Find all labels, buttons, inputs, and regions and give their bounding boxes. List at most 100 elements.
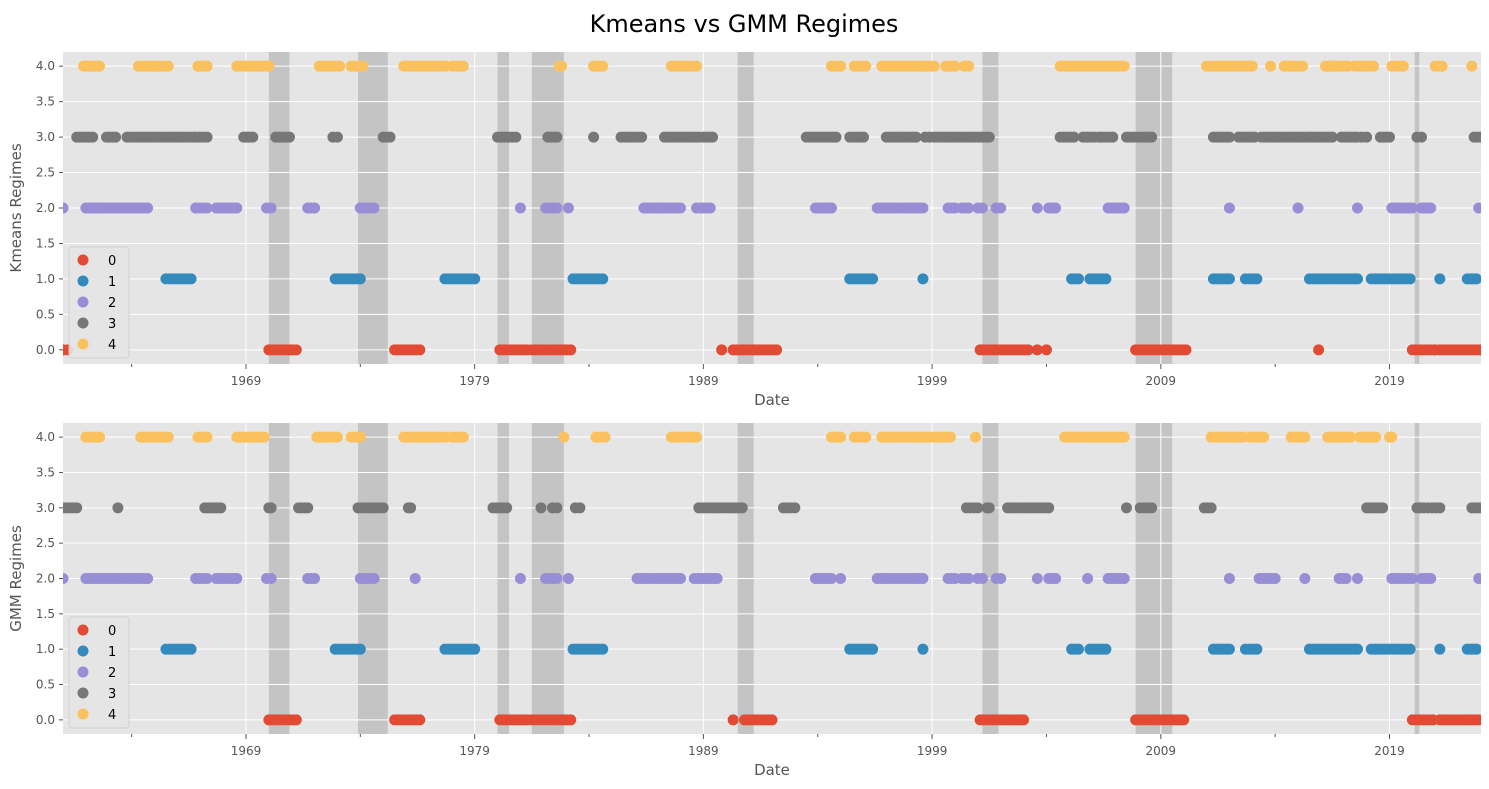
kmeans-legend-marker [77, 317, 89, 329]
gmm-point-class-3 [535, 502, 547, 514]
kmeans-x-tick-label: 1989 [688, 374, 719, 388]
kmeans-point-class-1 [354, 273, 366, 285]
gmm-x-tick-label: 1979 [459, 744, 490, 758]
kmeans-point-class-0 [716, 344, 728, 356]
kmeans-point-class-4 [597, 60, 609, 72]
kmeans-point-class-2 [201, 202, 213, 214]
gmm-point-class-2 [711, 573, 723, 584]
kmeans-point-class-4 [1118, 60, 1130, 72]
gmm-legend-label: 0 [108, 624, 116, 639]
kmeans-point-class-2 [514, 202, 526, 214]
gmm-point-class-4 [258, 431, 270, 443]
gmm-point-class-4 [354, 431, 366, 443]
gmm-legend: 0 1 2 3 4 [68, 616, 130, 729]
kmeans-point-class-1 [1072, 273, 1084, 285]
gmm-y-tick-label: 3.5 [36, 465, 55, 479]
kmeans-point-class-2 [704, 202, 716, 214]
gmm-y-tick-label: 2.5 [36, 536, 55, 550]
gmm-point-class-2 [1050, 573, 1062, 584]
kmeans-point-class-4 [963, 60, 975, 72]
kmeans-point-class-4 [357, 60, 369, 72]
kmeans-plot-content [63, 52, 1481, 364]
gmm-point-class-2 [1340, 573, 1352, 584]
gmm-point-class-3 [302, 502, 314, 514]
gmm-legend-label: 3 [108, 687, 116, 702]
kmeans-point-class-1 [1351, 273, 1363, 285]
gmm-point-class-2 [551, 573, 563, 584]
gmm-point-class-1 [867, 643, 879, 655]
gmm-point-class-4 [1118, 431, 1130, 443]
gmm-x-axis-label: Date [754, 761, 790, 779]
gmm-point-class-2 [1082, 573, 1094, 584]
gmm-point-class-4 [944, 431, 956, 443]
gmm-point-class-2 [368, 573, 380, 584]
gmm-point-class-0 [414, 714, 426, 726]
gmm-point-class-2 [562, 573, 574, 584]
kmeans-point-class-2 [309, 202, 321, 214]
kmeans-point-class-4 [1397, 60, 1409, 72]
kmeans-point-class-4 [263, 60, 275, 72]
gmm-point-class-0 [766, 714, 778, 726]
kmeans-point-class-2 [1050, 202, 1062, 214]
kmeans-point-class-0 [1031, 344, 1043, 356]
kmeans-point-class-3 [707, 131, 719, 143]
gmm-point-class-4 [1258, 431, 1270, 443]
kmeans-point-class-0 [1180, 344, 1192, 356]
kmeans-point-class-1 [867, 273, 879, 285]
gmm-y-axis-label: GMM Regimes [7, 525, 25, 632]
gmm-y-tick-label: 1.5 [36, 607, 55, 621]
gmm-point-class-0 [1473, 714, 1481, 726]
kmeans-y-tick-label: 3.5 [36, 95, 55, 109]
gmm-x-tick-label: 1999 [917, 744, 948, 758]
kmeans-legend-label: 1 [108, 275, 116, 290]
gmm-point-class-1 [354, 643, 366, 655]
gmm-point-class-4 [201, 431, 213, 443]
kmeans-y-tick-label: 0.5 [36, 307, 55, 321]
kmeans-point-class-1 [185, 273, 197, 285]
gmm-point-class-4 [970, 431, 982, 443]
gmm-point-class-1 [1100, 643, 1112, 655]
gmm-point-class-1 [1470, 643, 1481, 655]
gmm-point-class-2 [675, 573, 687, 584]
kmeans-x-axis-label: Date [754, 391, 790, 409]
gmm-legend-label: 4 [108, 708, 116, 723]
gmm-point-class-1 [469, 643, 481, 655]
kmeans-legend-label: 2 [108, 296, 116, 311]
kmeans-legend-marker [77, 338, 89, 350]
kmeans-point-class-0 [1040, 344, 1052, 356]
kmeans-point-class-2 [917, 202, 929, 214]
gmm-point-class-2 [1406, 573, 1418, 584]
gmm-point-class-2 [409, 573, 421, 584]
kmeans-point-class-4 [1265, 60, 1277, 72]
kmeans-point-class-2 [1425, 202, 1437, 214]
kmeans-point-class-4 [334, 60, 346, 72]
gmm-point-class-3 [1434, 502, 1446, 514]
gmm-point-class-3 [112, 502, 124, 514]
kmeans-point-class-2 [1223, 202, 1235, 214]
gmm-legend-marker [77, 687, 89, 699]
gmm-point-class-3 [265, 502, 277, 514]
gmm-plot-content [63, 423, 1481, 734]
kmeans-point-class-1 [597, 273, 609, 285]
gmm-point-class-4 [1299, 431, 1311, 443]
kmeans-point-class-1 [1434, 273, 1446, 285]
kmeans-point-class-3 [87, 131, 99, 143]
kmeans-point-class-3 [636, 131, 648, 143]
kmeans-point-class-3 [283, 131, 295, 143]
gmm-point-class-4 [331, 431, 343, 443]
gmm-point-class-2 [201, 573, 213, 584]
kmeans-point-class-3 [1416, 131, 1428, 143]
gmm-point-class-0 [290, 714, 302, 726]
kmeans-point-class-2 [1473, 202, 1481, 214]
kmeans-point-class-2 [1031, 202, 1043, 214]
gmm-point-class-1 [1434, 643, 1446, 655]
gmm-point-class-4 [558, 431, 570, 443]
gmm-x-tick-label: 1969 [231, 744, 262, 758]
gmm-point-class-2 [835, 573, 847, 584]
kmeans-point-class-3 [1361, 131, 1373, 143]
gmm-y-tick-label: 4.0 [36, 430, 55, 444]
gmm-point-class-2 [265, 573, 277, 584]
kmeans-point-class-4 [162, 60, 174, 72]
gmm-legend-box [68, 616, 130, 729]
